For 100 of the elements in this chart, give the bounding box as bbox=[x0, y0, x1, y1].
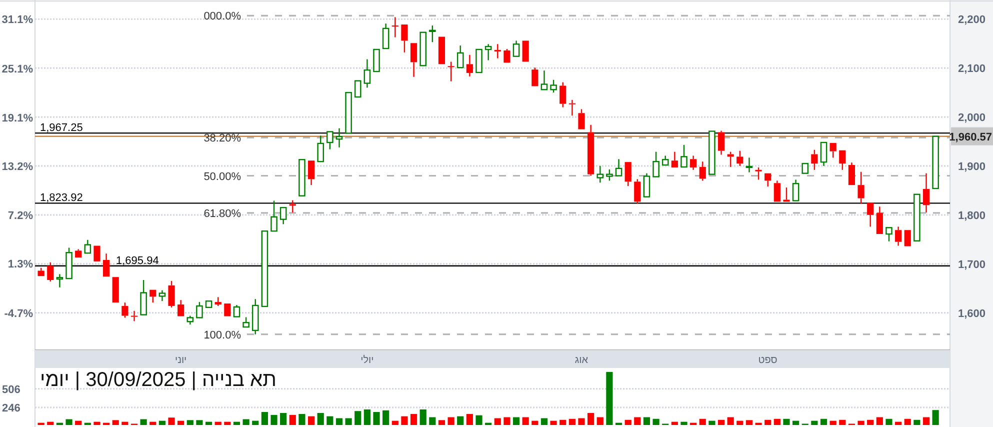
bar bbox=[914, 420, 920, 425]
bar bbox=[122, 422, 128, 425]
candlestick bbox=[112, 277, 119, 303]
y-tick-label: 1,600 bbox=[958, 308, 986, 320]
bar bbox=[224, 422, 231, 425]
bar bbox=[270, 414, 278, 425]
candlestick bbox=[820, 142, 828, 167]
candlestick bbox=[764, 173, 772, 188]
candlestick bbox=[540, 70, 548, 90]
bar bbox=[727, 417, 734, 425]
bar bbox=[233, 422, 240, 425]
bar bbox=[382, 410, 390, 425]
bar bbox=[317, 413, 324, 425]
candlestick bbox=[774, 180, 780, 202]
candlestick bbox=[438, 36, 446, 64]
candlestick bbox=[690, 155, 697, 170]
bar bbox=[764, 420, 772, 425]
bar bbox=[634, 417, 641, 425]
bar bbox=[504, 417, 510, 425]
bar bbox=[186, 420, 194, 425]
bar bbox=[894, 422, 902, 425]
y2-tick-label: 31.1% bbox=[2, 14, 34, 26]
candlestick bbox=[876, 206, 883, 234]
candlestick bbox=[914, 194, 920, 242]
bar bbox=[932, 410, 939, 425]
candlestick bbox=[615, 158, 622, 176]
candlestick bbox=[373, 48, 380, 72]
bar bbox=[66, 419, 72, 425]
bar bbox=[746, 420, 753, 425]
y-tick-label: 2,000 bbox=[958, 112, 986, 124]
candlestick bbox=[522, 40, 529, 62]
bar bbox=[364, 409, 370, 425]
bar bbox=[624, 420, 632, 425]
bar bbox=[652, 418, 660, 425]
y2-tick-label: 1.3% bbox=[8, 258, 34, 271]
candlestick bbox=[662, 155, 669, 166]
candlestick bbox=[354, 80, 362, 98]
candlestick bbox=[336, 128, 343, 148]
bar bbox=[904, 418, 911, 425]
ref-line-label: 1,960.57 bbox=[949, 131, 992, 144]
y-tick-label: 1,800 bbox=[958, 210, 986, 222]
bar bbox=[550, 420, 557, 425]
bar bbox=[438, 420, 446, 425]
y-tick-label: 2,100 bbox=[958, 63, 986, 76]
bar bbox=[94, 422, 100, 425]
candlestick bbox=[298, 159, 306, 196]
bar bbox=[588, 413, 594, 425]
bar bbox=[568, 418, 576, 425]
candlestick bbox=[932, 136, 939, 190]
bar bbox=[578, 418, 585, 425]
bar bbox=[867, 420, 874, 425]
bar bbox=[150, 422, 156, 425]
bar bbox=[158, 420, 166, 425]
bar bbox=[420, 409, 426, 425]
bar bbox=[214, 422, 222, 425]
bar bbox=[308, 416, 315, 425]
bar bbox=[811, 420, 818, 425]
annotation: 61.80% bbox=[204, 208, 242, 220]
candlestick bbox=[270, 200, 278, 232]
candlestick bbox=[224, 304, 231, 316]
bar bbox=[494, 418, 501, 425]
bar bbox=[354, 411, 362, 425]
chart-title: תא בנייה | 30/09/2025 | יומי bbox=[40, 369, 276, 391]
x-tick-label: יוני bbox=[174, 355, 187, 366]
candlestick bbox=[261, 230, 268, 308]
candlestick bbox=[233, 304, 240, 318]
ref-line-label: 1,967.25 bbox=[40, 122, 83, 134]
y-tick-label: 506 bbox=[2, 384, 20, 396]
bar bbox=[858, 420, 864, 425]
bar bbox=[680, 422, 688, 425]
candlestick bbox=[588, 124, 594, 176]
bar bbox=[512, 417, 520, 425]
ref-line-label: 1,695.94 bbox=[116, 254, 159, 267]
bar bbox=[830, 420, 836, 425]
candlestick bbox=[56, 274, 64, 288]
candlestick bbox=[205, 300, 212, 308]
candlestick bbox=[130, 310, 138, 322]
y-tick-label: 2,200 bbox=[958, 14, 986, 26]
x-tick-label: ספט bbox=[758, 355, 778, 366]
candlestick bbox=[848, 162, 855, 186]
candlestick bbox=[476, 48, 482, 74]
annotation: 100.0% bbox=[204, 329, 242, 342]
y2-tick-label: -4.7% bbox=[4, 308, 34, 320]
x-tick-label: אוג bbox=[574, 355, 589, 366]
candlestick bbox=[894, 226, 902, 246]
bar bbox=[876, 417, 883, 425]
candlestick bbox=[746, 157, 753, 173]
bar bbox=[345, 418, 352, 425]
bar bbox=[820, 418, 828, 425]
bar bbox=[792, 420, 800, 425]
candlestick bbox=[140, 279, 147, 316]
candlestick bbox=[178, 299, 184, 316]
candlestick bbox=[560, 82, 566, 108]
bar bbox=[783, 418, 790, 425]
candlestick bbox=[802, 162, 809, 174]
annotation: 000.0% bbox=[204, 10, 242, 23]
bar bbox=[839, 420, 846, 425]
candlestick bbox=[671, 151, 678, 168]
candlestick bbox=[401, 24, 408, 54]
bar bbox=[708, 420, 716, 425]
